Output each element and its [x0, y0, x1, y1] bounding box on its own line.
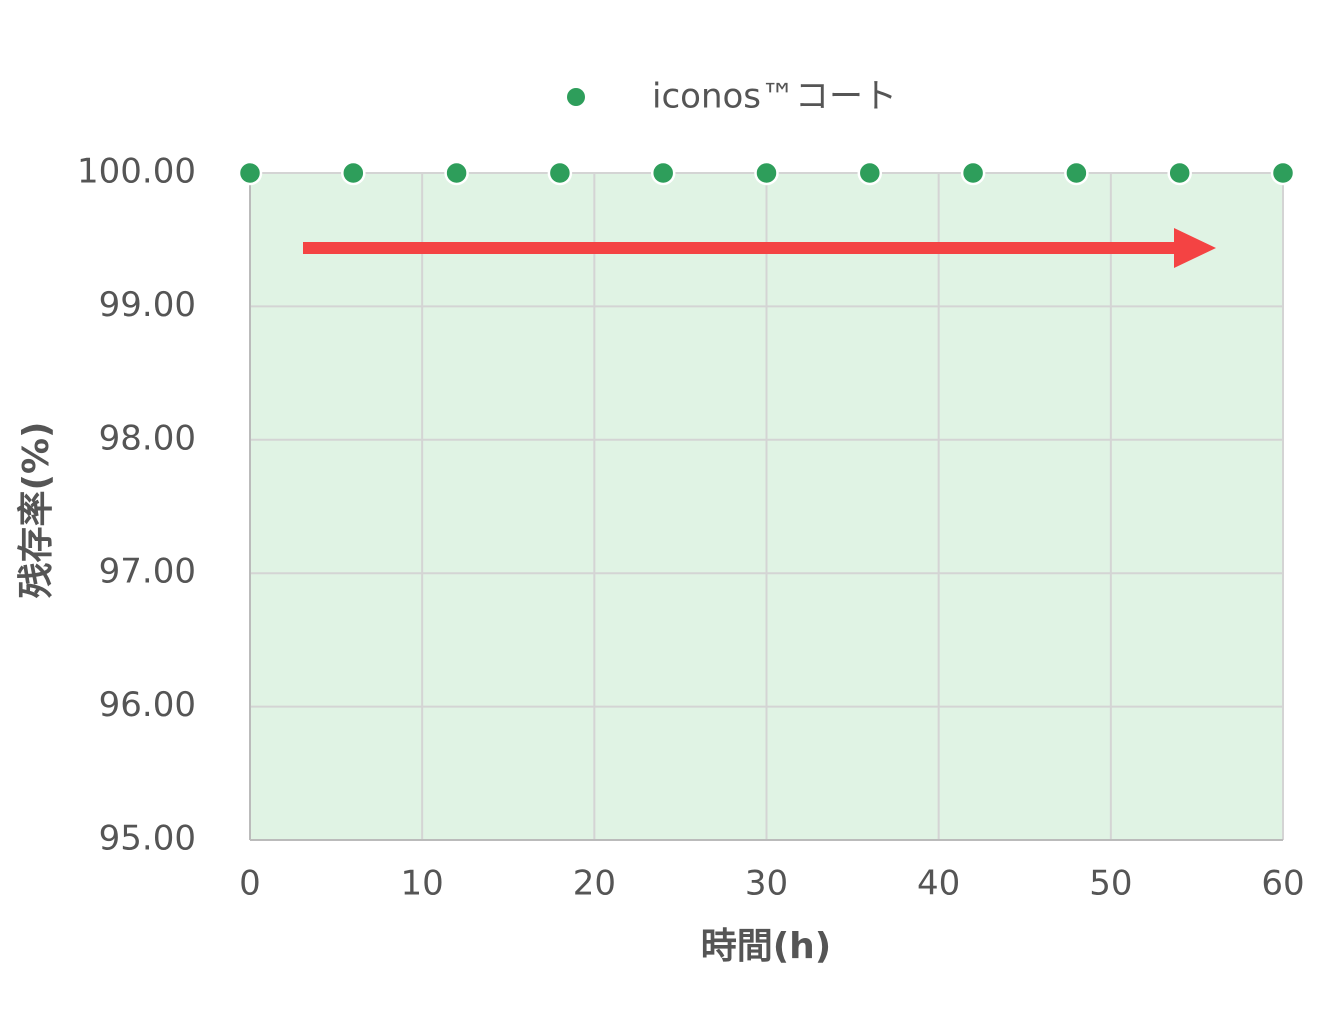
x-axis-title: 時間(h): [701, 926, 832, 967]
data-point: [857, 160, 883, 186]
data-point: [1167, 160, 1192, 186]
y-tick-label: 96.00: [99, 685, 196, 725]
y-tick-label: 100.00: [77, 152, 196, 192]
x-tick-label: 50: [1089, 864, 1132, 904]
x-tick-label: 30: [745, 864, 788, 904]
data-point: [754, 160, 779, 186]
y-tick-label: 97.00: [99, 552, 196, 592]
x-tick-label: 0: [239, 864, 261, 904]
legend-marker: [567, 88, 585, 106]
x-tick-label: 60: [1261, 864, 1304, 904]
marks: [237, 160, 1296, 186]
y-tick-label: 98.00: [99, 418, 196, 458]
data-point: [1270, 160, 1296, 186]
y-tick-label: 95.00: [99, 819, 196, 859]
legend-label: iconos™コート: [652, 77, 897, 117]
data-point: [444, 160, 469, 186]
data-point: [341, 160, 366, 186]
labels: 95.00 96.00 97.00 98.00 99.00 100.00 0 10 20 30 40…: [77, 77, 1305, 904]
grid: [249, 172, 1284, 841]
data-point: [650, 160, 676, 186]
trend-arrow: [303, 228, 1216, 268]
data-point: [237, 160, 263, 186]
data-point: [547, 160, 573, 186]
data-point: [960, 160, 986, 186]
arrow-head: [1174, 228, 1216, 268]
x-tick-label: 20: [573, 864, 616, 904]
x-tick-label: 40: [917, 864, 960, 904]
x-tick-label: 10: [401, 864, 444, 904]
data-point: [1064, 160, 1089, 186]
y-axis-title: 残存率(%): [16, 422, 57, 599]
y-tick-label: 99.00: [99, 285, 196, 325]
